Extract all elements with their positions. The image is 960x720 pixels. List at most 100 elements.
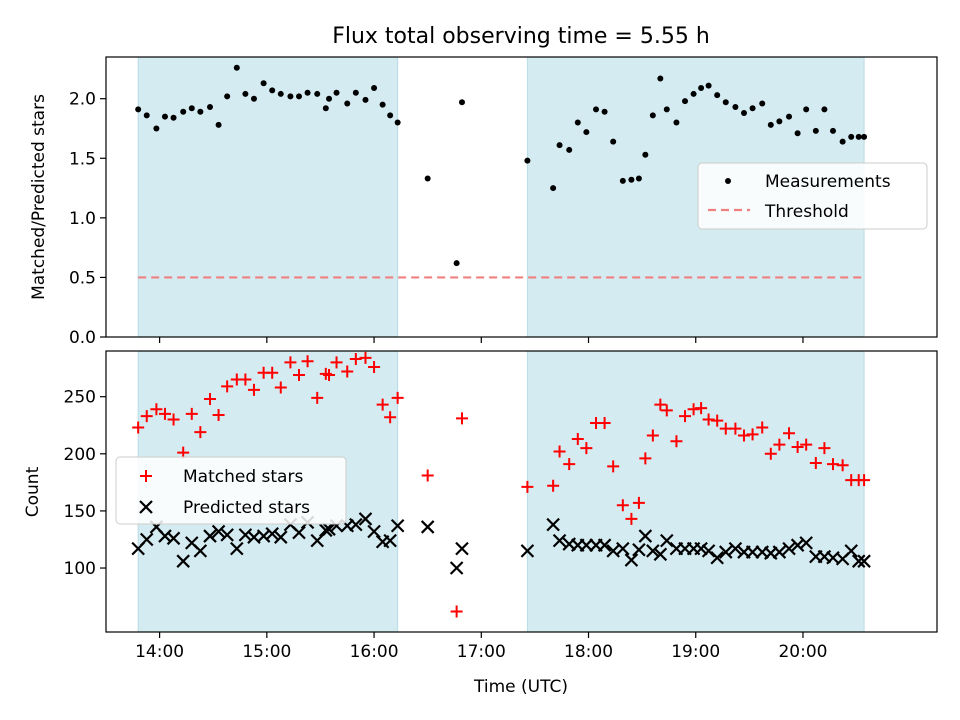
legend-label: Matched stars xyxy=(183,467,303,487)
top-y-axis-label: Matched/Predicted stars xyxy=(29,94,49,300)
predicted-star-point xyxy=(349,517,363,532)
matched-star-point xyxy=(616,499,629,512)
count-panel: 100 150 200 250 14:00 15:00 16:00 17:00 18:00 19:… xyxy=(64,350,938,662)
measurement-point xyxy=(839,138,846,145)
predicted-star-point xyxy=(632,542,646,557)
measurement-point xyxy=(829,127,836,134)
measurement-point xyxy=(821,106,828,113)
matched-star-point xyxy=(654,398,667,411)
measurement-point xyxy=(566,146,573,153)
measurement-point xyxy=(574,119,581,126)
predicted-star-point xyxy=(139,500,153,514)
matched-star-point xyxy=(711,414,724,427)
measurement-point xyxy=(458,99,465,106)
measurement-point xyxy=(740,110,747,116)
measurement-point xyxy=(326,95,333,102)
measurement-point xyxy=(269,87,276,94)
predicted-star-point xyxy=(660,533,674,548)
matched-star-point xyxy=(194,426,207,439)
matched-star-point xyxy=(625,512,638,525)
matched-star-point xyxy=(376,398,389,411)
measurement-point xyxy=(188,105,195,112)
matched-star-point xyxy=(800,438,813,451)
measurement-point xyxy=(371,84,378,91)
matched-star-point xyxy=(791,440,804,453)
matched-star-point xyxy=(341,365,354,378)
x-tick-label: 19:00 xyxy=(671,642,720,662)
predicted-star-point xyxy=(646,544,660,558)
matched-star-point xyxy=(580,442,593,455)
y-tick-label: 2.0 xyxy=(69,90,96,110)
x-tick-label: 17:00 xyxy=(457,642,506,662)
measurement-point xyxy=(786,113,793,120)
matched-star-point xyxy=(737,429,750,442)
predicted-star-point xyxy=(552,533,567,548)
matched-star-point xyxy=(330,356,343,369)
measurement-point xyxy=(705,82,712,89)
predicted-star-point xyxy=(790,538,805,552)
measurement-point xyxy=(387,112,394,119)
measurement-point xyxy=(610,138,617,145)
predicted-star-point xyxy=(844,544,858,558)
predicted-star-point xyxy=(772,545,787,559)
predicted-star-point xyxy=(857,554,871,568)
matched-star-point xyxy=(368,360,381,373)
predicted-star-point xyxy=(203,529,217,543)
matched-star-point xyxy=(284,356,297,369)
measurement-point xyxy=(635,175,642,182)
predicted-star-point xyxy=(390,518,405,533)
matched-star-point xyxy=(150,403,163,416)
matched-star-point xyxy=(826,458,839,471)
matched-star-point xyxy=(598,416,611,429)
measurement-point xyxy=(663,106,670,113)
matched-star-point xyxy=(140,410,153,423)
matched-star-point xyxy=(809,456,822,469)
measurement-point xyxy=(759,100,766,107)
matched-star-point xyxy=(132,421,145,434)
y-tick-label: 0.5 xyxy=(69,268,96,288)
measurement-point xyxy=(180,108,187,115)
matched-star-point xyxy=(695,402,708,415)
matched-star-point xyxy=(158,407,171,420)
matched-star-point xyxy=(679,410,692,423)
measurement-point xyxy=(524,157,531,164)
measurement-point xyxy=(628,176,635,183)
y-tick-label: 250 xyxy=(64,388,96,408)
measurement-point xyxy=(314,90,321,97)
matched-star-point xyxy=(818,442,831,455)
measurement-point xyxy=(649,112,656,119)
matched-star-point xyxy=(247,383,260,396)
measurement-point xyxy=(322,105,329,112)
measurement-point xyxy=(362,96,369,103)
matched-star-point xyxy=(553,445,566,458)
matched-star-point xyxy=(646,429,659,442)
x-tick-label: 16:00 xyxy=(350,642,399,662)
x-tick-label: 15:00 xyxy=(242,642,291,662)
matched-star-point xyxy=(571,432,584,445)
measurement-point xyxy=(642,151,649,158)
matched-star-point xyxy=(746,428,759,441)
matched-star-point xyxy=(773,438,786,451)
matched-star-point xyxy=(239,373,252,386)
measurement-point xyxy=(135,106,142,113)
measurement-point xyxy=(277,90,284,97)
measurement-point xyxy=(776,118,783,125)
x-tick-label: 18:00 xyxy=(564,642,613,662)
legend-box xyxy=(697,162,928,230)
predicted-star-point xyxy=(211,524,226,539)
ratio-panel: 0.0 0.5 1.0 1.5 2.0 Measurements Threshold xyxy=(69,56,938,348)
measurement-point xyxy=(855,133,862,140)
predicted-star-point xyxy=(745,545,760,559)
predicted-star-point xyxy=(158,529,172,543)
matched-star-point xyxy=(349,352,362,365)
predicted-star-point xyxy=(256,529,271,543)
predicted-star-point xyxy=(176,554,190,568)
measurement-point xyxy=(333,89,340,96)
legend-box xyxy=(115,456,347,525)
axes-frame xyxy=(105,350,938,633)
axes-frame xyxy=(105,56,938,338)
measurement-point xyxy=(803,106,810,113)
matched-star-point xyxy=(266,366,279,379)
measurement-point xyxy=(224,93,231,100)
